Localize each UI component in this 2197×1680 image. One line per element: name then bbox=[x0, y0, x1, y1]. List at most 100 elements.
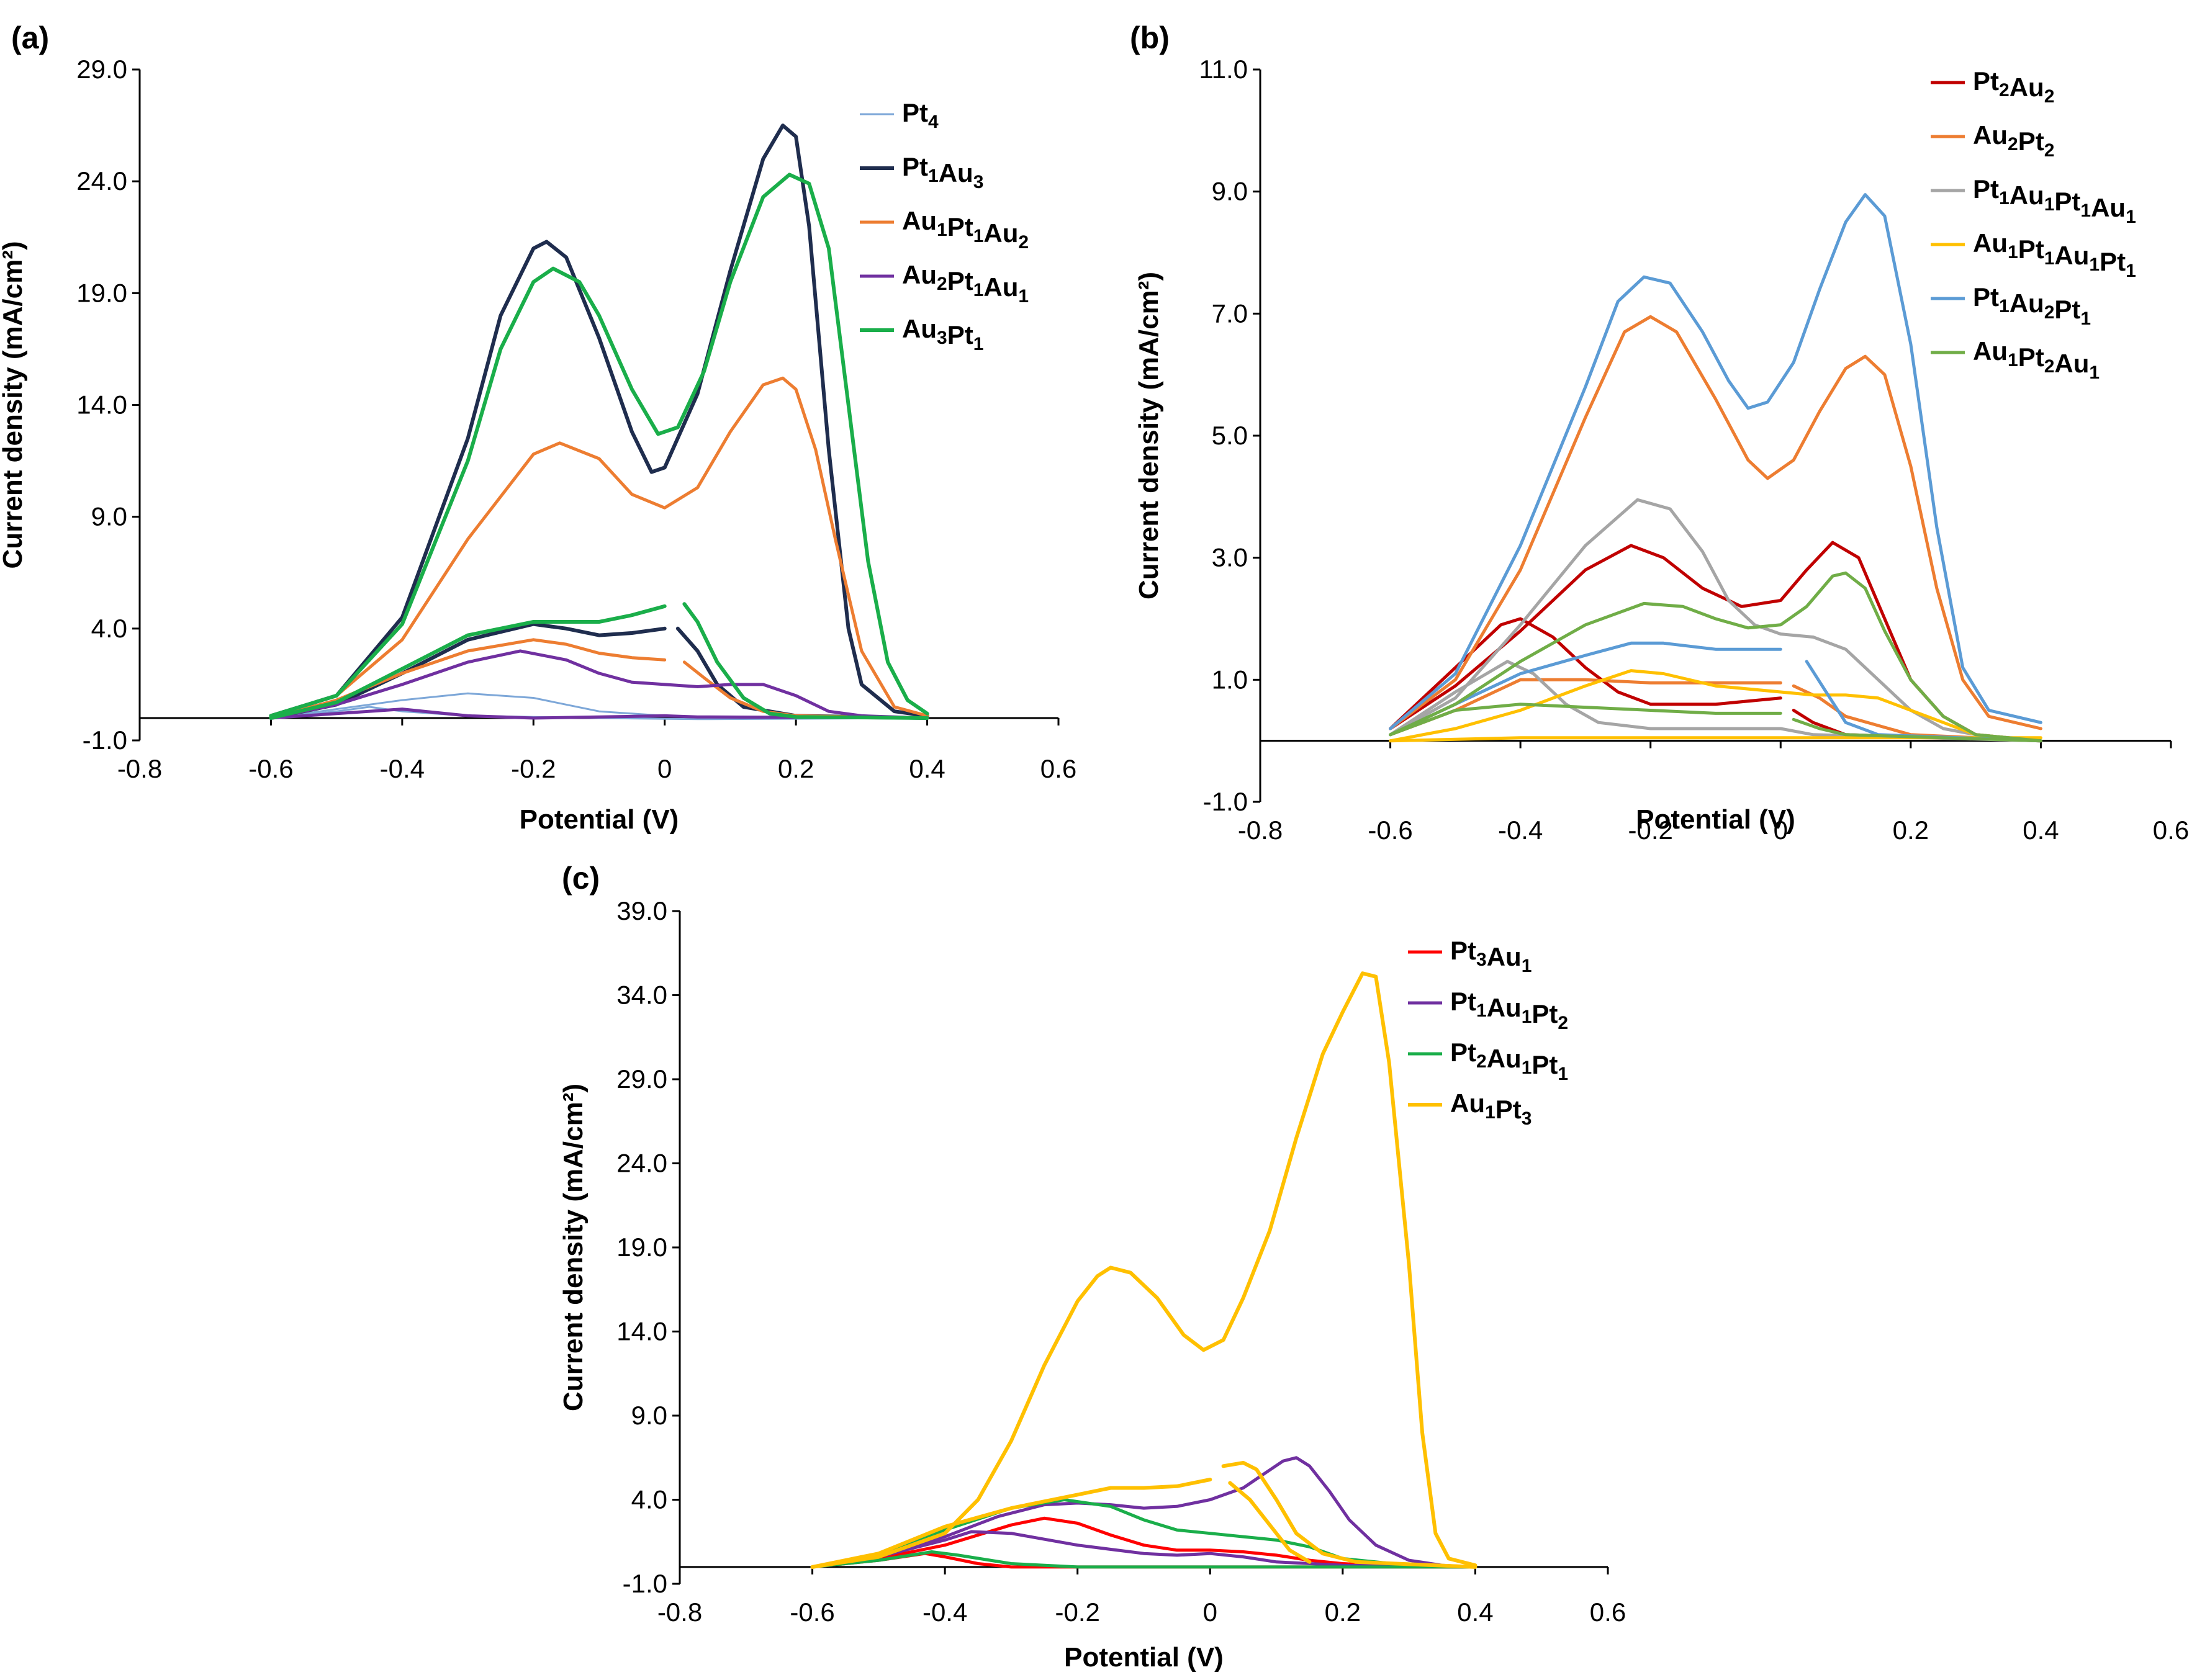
y-tick-label: -1.0 bbox=[623, 1569, 667, 1598]
series-Pt3Au1: Pt3Au1 bbox=[811, 936, 1532, 1569]
series-line bbox=[269, 376, 929, 717]
x-tick-label: 0.4 bbox=[2023, 815, 2059, 845]
series-line bbox=[811, 1530, 1477, 1569]
series-line bbox=[1389, 660, 2042, 743]
y-tick-label: 9.0 bbox=[1212, 177, 1248, 206]
series-line bbox=[269, 604, 667, 720]
x-tick-label: 0.6 bbox=[1590, 1597, 1626, 1627]
series-line bbox=[1389, 641, 1782, 737]
x-tick-label: -0.6 bbox=[1368, 815, 1412, 845]
series-line bbox=[811, 1516, 1477, 1569]
series-line bbox=[1228, 1481, 1312, 1564]
y-tick-label: 19.0 bbox=[76, 278, 127, 307]
series-line bbox=[269, 692, 666, 719]
series-line bbox=[675, 626, 929, 720]
y-tick-label: 39.0 bbox=[616, 896, 667, 925]
chart-panel-1: (a) -1.0 4.0 9.0 14.0 19.0 24.0 29.0 -0.8 -0.6 -0.… bbox=[0, 20, 1076, 835]
series-line bbox=[269, 173, 929, 718]
y-axis-title: Current density (mA/cm²) bbox=[1134, 272, 1164, 600]
x-axis-title: Potential (V) bbox=[1636, 804, 1795, 835]
y-tick-label: 29.0 bbox=[616, 1064, 667, 1094]
x-axis-title: Potential (V) bbox=[520, 804, 679, 835]
series-line bbox=[1389, 193, 2042, 730]
x-tick-label: 0 bbox=[657, 754, 672, 783]
y-tick-label: 4.0 bbox=[631, 1485, 667, 1514]
series-line bbox=[1389, 571, 2042, 743]
legend-label: Au3Pt1 bbox=[902, 314, 983, 354]
y-tick-label: 7.0 bbox=[1212, 299, 1248, 328]
x-tick-label: 0.2 bbox=[1893, 815, 1929, 845]
legend-label: Au1Pt2Au1 bbox=[1973, 336, 2100, 383]
series-line bbox=[1389, 617, 1782, 730]
series-Au3Pt1: Au3Pt1 bbox=[269, 173, 983, 720]
x-tick-label: -0.4 bbox=[380, 754, 425, 783]
series-line bbox=[811, 1456, 1477, 1569]
y-tick-label: -1.0 bbox=[1203, 787, 1248, 816]
x-tick-label: -0.8 bbox=[657, 1597, 702, 1627]
series-Pt2Au2: Pt2Au2 bbox=[1389, 66, 2054, 743]
y-tick-label: 34.0 bbox=[616, 981, 667, 1010]
series-Au1Pt3: Au1Pt3 bbox=[810, 971, 1532, 1569]
legend-label: Au1Pt3 bbox=[1450, 1089, 1532, 1129]
series-line bbox=[810, 971, 1477, 1569]
y-tick-label: 24.0 bbox=[616, 1149, 667, 1178]
x-tick-label: -0.4 bbox=[923, 1597, 967, 1627]
x-tick-label: 0.6 bbox=[1040, 754, 1076, 783]
panel-label: (a) bbox=[11, 20, 49, 55]
y-tick-label: 5.0 bbox=[1212, 421, 1248, 450]
series-Pt4: Pt4 bbox=[269, 98, 939, 721]
legend-label: Pt2Au2 bbox=[1973, 66, 2054, 107]
x-tick-label: -0.6 bbox=[248, 754, 293, 783]
x-tick-label: -0.8 bbox=[1238, 815, 1283, 845]
x-axis-title: Potential (V) bbox=[1064, 1642, 1224, 1673]
series-line bbox=[1221, 1460, 1477, 1569]
x-tick-label: -0.4 bbox=[1498, 815, 1543, 845]
series-line bbox=[1389, 669, 2042, 743]
y-tick-label: 1.0 bbox=[1212, 665, 1248, 694]
series-line bbox=[269, 649, 929, 720]
series-line bbox=[1389, 541, 2042, 743]
x-tick-label: 0.6 bbox=[2153, 815, 2189, 845]
series-line bbox=[1389, 315, 2042, 730]
series-line bbox=[269, 707, 929, 720]
y-tick-label: 29.0 bbox=[76, 55, 127, 84]
legend-label: Au2Pt2 bbox=[1973, 120, 2054, 161]
chart-panel-3: (c) -1.0 4.0 9.0 14.0 19.0 24.0 29.0 34.0 39.0 -0.… bbox=[558, 861, 1626, 1673]
series-line bbox=[811, 1550, 1477, 1569]
y-tick-label: 24.0 bbox=[76, 166, 127, 195]
legend-label: Pt3Au1 bbox=[1450, 936, 1532, 976]
x-tick-label: -0.6 bbox=[790, 1597, 834, 1627]
legend-label: Pt2Au1Pt1 bbox=[1450, 1038, 1568, 1084]
x-tick-label: 0.4 bbox=[1457, 1597, 1493, 1627]
y-tick-label: 9.0 bbox=[91, 502, 127, 531]
x-tick-label: 0.2 bbox=[1325, 1597, 1361, 1627]
chart-panel-2: (b) -1.0 1.0 3.0 5.0 7.0 9.0 11.0 -0.8 -0.6 -0.4 -0… bbox=[1130, 20, 2189, 845]
series-Pt1Au1Pt1Au1: Pt1Au1Pt1Au1 bbox=[1389, 174, 2136, 743]
x-tick-label: 0.4 bbox=[909, 754, 945, 783]
series-line bbox=[810, 1478, 1212, 1569]
legend-label: Au2Pt1Au1 bbox=[902, 260, 1029, 307]
series-line bbox=[682, 602, 929, 720]
series-line bbox=[1805, 660, 2042, 743]
series-line bbox=[1389, 703, 1782, 737]
x-tick-label: -0.8 bbox=[117, 754, 162, 783]
series-Au1Pt2Au1: Au1Pt2Au1 bbox=[1389, 336, 2100, 743]
legend-label: Au1Pt1Au2 bbox=[902, 206, 1029, 253]
legend-label: Pt1Au3 bbox=[902, 152, 983, 192]
series-Au2Pt1Au1: Au2Pt1Au1 bbox=[269, 260, 1029, 720]
legend-label: Pt4 bbox=[902, 98, 939, 132]
x-tick-label: -0.2 bbox=[511, 754, 556, 783]
x-tick-label: 0 bbox=[1774, 815, 1788, 845]
y-tick-label: 4.0 bbox=[91, 614, 127, 643]
x-tick-label: -0.2 bbox=[1055, 1597, 1100, 1627]
series-line bbox=[269, 622, 667, 720]
y-tick-label: 19.0 bbox=[616, 1233, 667, 1262]
y-tick-label: -1.0 bbox=[83, 725, 127, 755]
y-tick-label: 14.0 bbox=[616, 1317, 667, 1346]
y-axis-title: Current density (mA/cm²) bbox=[558, 1084, 589, 1411]
panel-label: (c) bbox=[562, 861, 600, 896]
legend-label: Au1Pt1Au1Pt1 bbox=[1973, 228, 2136, 281]
series-Pt1Au2Pt1: Pt1Au2Pt1 bbox=[1389, 193, 2091, 743]
series-line bbox=[1792, 717, 2042, 743]
